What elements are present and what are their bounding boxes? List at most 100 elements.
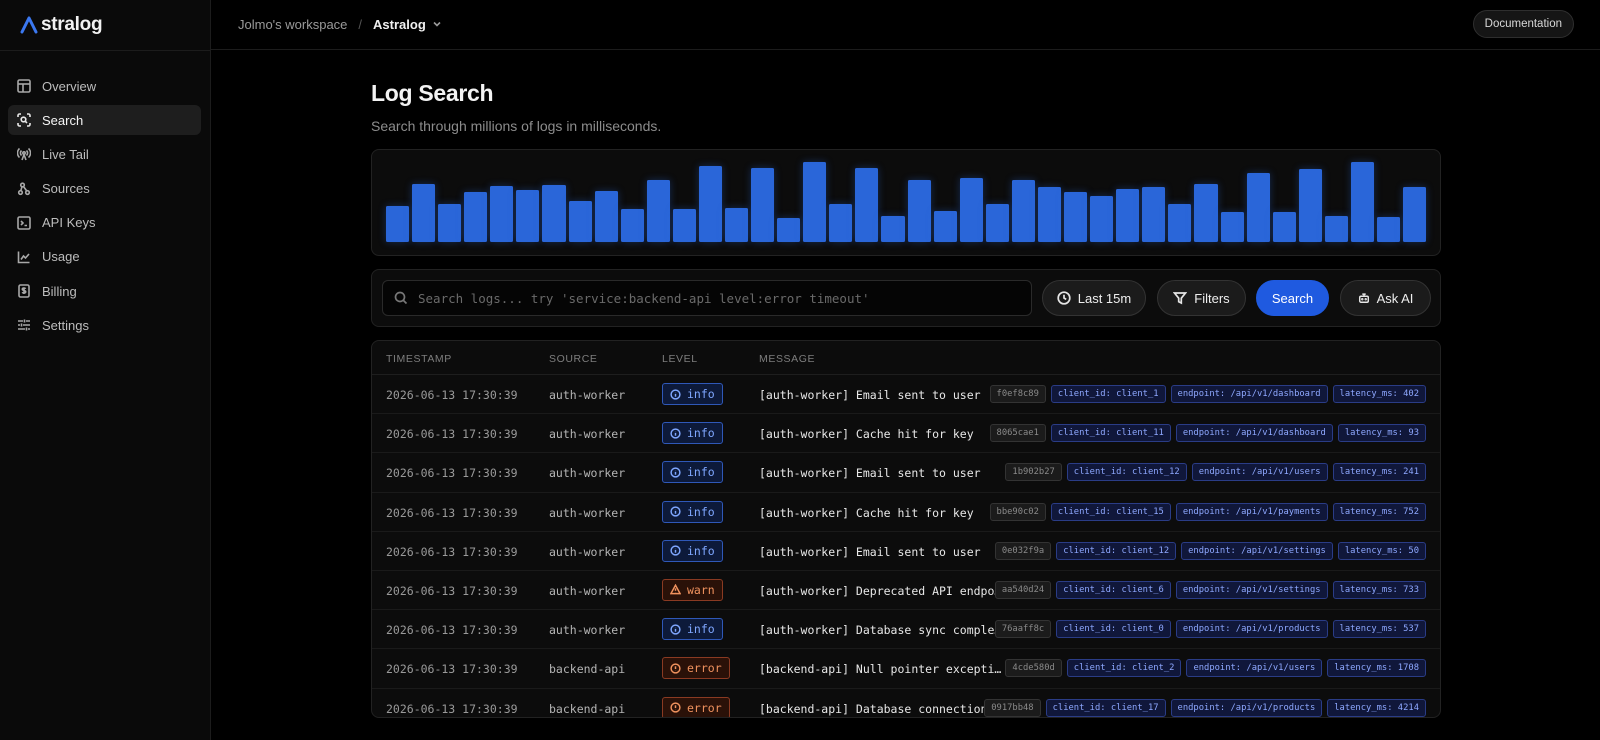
breadcrumb-workspace[interactable]: Jolmo's workspace [238,16,348,32]
column-header-level[interactable]: LEVEL [662,353,698,365]
sidebar-item-search[interactable]: Search [8,105,201,136]
sidebar-item-usage[interactable]: Usage [8,242,201,272]
trace-id-tag[interactable]: 8065cae1 [989,424,1046,443]
client-id-tag[interactable]: client_id: client_12 [1056,541,1177,560]
histogram-bar[interactable] [438,203,462,242]
ask-ai-button[interactable]: Ask AI [1340,280,1431,316]
latency-tag[interactable]: latency_ms: 50 [1337,541,1426,560]
latency-tag[interactable]: latency_ms: 241 [1332,463,1426,482]
histogram-bar[interactable] [829,204,853,242]
trace-id-tag[interactable]: 4cde580d [1005,659,1062,678]
client-id-tag[interactable]: client_id: client_0 [1056,620,1171,639]
trace-id-tag[interactable]: 76aaff8c [994,620,1052,639]
histogram-bar[interactable] [1220,211,1244,242]
client-id-tag[interactable]: client_id: client_6 [1056,580,1171,599]
sidebar-item-live-tail[interactable]: Live Tail [8,139,201,169]
histogram-bar[interactable] [1142,186,1166,242]
client-id-tag[interactable]: client_id: client_2 [1066,659,1182,678]
table-row[interactable]: 2026-06-13 17:30:39 backend-api error [back… [372,689,1440,717]
sidebar-item-api-keys[interactable]: API Keys [8,208,201,238]
table-row[interactable]: 2026-06-13 17:30:39 auth-worker info [auth-… [372,414,1440,454]
histogram-bar[interactable] [516,190,540,242]
histogram-bar[interactable] [1116,189,1140,242]
endpoint-tag[interactable]: endpoint: /api/v1/products [1170,698,1323,717]
histogram-bar[interactable] [1064,192,1088,242]
endpoint-tag[interactable]: endpoint: /api/v1/payments [1175,502,1328,521]
client-id-tag[interactable]: client_id: client_11 [1050,424,1171,443]
histogram-bar[interactable] [490,186,514,242]
trace-id-tag[interactable]: 0917bb48 [984,698,1041,717]
histogram-bar[interactable] [933,210,957,242]
histogram-bar[interactable] [1011,179,1035,242]
histogram-bar[interactable] [1272,212,1296,242]
histogram-bar[interactable] [672,209,696,242]
histogram-bar[interactable] [1376,217,1401,242]
sidebar-item-settings[interactable]: Settings [8,310,201,340]
trace-id-tag[interactable]: aa540d24 [994,580,1052,599]
project-switcher[interactable]: Astralog [373,17,442,32]
filters-button[interactable]: Filters [1157,280,1246,316]
endpoint-tag[interactable]: endpoint: /api/v1/dashboard [1175,424,1333,443]
histogram-bar[interactable] [698,166,723,242]
latency-tag[interactable]: latency_ms: 752 [1332,502,1426,521]
histogram-bar[interactable] [751,168,775,242]
sidebar-item-sources[interactable]: Sources [8,174,201,204]
latency-tag[interactable]: latency_ms: 4214 [1327,698,1426,717]
table-row[interactable]: 2026-06-13 17:30:39 auth-worker info [auth-… [372,532,1440,571]
latency-tag[interactable]: latency_ms: 537 [1332,620,1426,639]
latency-tag[interactable]: latency_ms: 1708 [1327,659,1426,678]
trace-id-tag[interactable]: 1b902b27 [1005,463,1062,482]
histogram-bar[interactable] [985,204,1009,242]
trace-id-tag[interactable]: f0ef8c89 [989,385,1046,403]
histogram-bar[interactable] [386,206,410,242]
histogram-bar[interactable] [959,178,983,242]
histogram-bar[interactable] [1037,186,1062,242]
histogram-bar[interactable] [1090,196,1114,242]
search-button[interactable]: Search [1256,280,1329,316]
table-row[interactable]: 2026-06-13 17:30:39 auth-worker info [auth-… [372,493,1440,532]
documentation-button[interactable]: Documentation [1472,10,1574,38]
client-id-tag[interactable]: client_id: client_12 [1066,463,1187,482]
table-row[interactable]: 2026-06-13 17:30:39 auth-worker info [auth-… [372,453,1440,493]
client-id-tag[interactable]: client_id: client_15 [1050,502,1171,521]
histogram-bar[interactable] [568,201,592,242]
sidebar-item-billing[interactable]: Billing [8,276,201,306]
histogram-bar[interactable] [412,183,436,242]
histogram-bar[interactable] [1194,183,1218,242]
table-row[interactable]: 2026-06-13 17:30:39 auth-worker info [auth-… [372,375,1440,415]
histogram-bar[interactable] [907,180,931,242]
histogram-bar[interactable] [594,190,618,242]
search-input[interactable] [418,290,1018,306]
column-header-timestamp[interactable]: TIMESTAMP [386,353,452,365]
histogram-bar[interactable] [1168,203,1192,242]
histogram-bar[interactable] [855,167,879,242]
histogram-bar[interactable] [620,209,644,242]
endpoint-tag[interactable]: endpoint: /api/v1/dashboard [1170,385,1328,403]
histogram-bar[interactable] [1403,186,1427,242]
client-id-tag[interactable]: client_id: client_1 [1050,385,1166,403]
latency-tag[interactable]: latency_ms: 93 [1337,424,1426,443]
histogram-bar[interactable] [777,218,801,242]
histogram-bar[interactable] [1350,162,1374,242]
brand-logo[interactable]: stralog [20,14,103,36]
client-id-tag[interactable]: client_id: client_17 [1045,698,1166,717]
histogram-bar[interactable] [725,207,749,242]
sidebar-item-overview[interactable]: Overview [8,71,201,101]
time-range-button[interactable]: Last 15m [1042,280,1146,316]
column-header-source[interactable]: SOURCE [549,353,598,365]
table-row[interactable]: 2026-06-13 17:30:39 auth-worker info [auth-… [372,610,1440,650]
latency-tag[interactable]: latency_ms: 402 [1332,385,1426,403]
histogram-bar[interactable] [464,192,488,242]
endpoint-tag[interactable]: endpoint: /api/v1/users [1186,659,1323,678]
endpoint-tag[interactable]: endpoint: /api/v1/settings [1175,580,1328,599]
trace-id-tag[interactable]: 0e032f9a [994,541,1052,560]
table-row[interactable]: 2026-06-13 17:30:39 backend-api error [back… [372,649,1440,689]
latency-tag[interactable]: latency_ms: 733 [1332,580,1426,599]
trace-id-tag[interactable]: bbe90c02 [989,502,1046,521]
histogram-bar[interactable] [542,185,566,242]
table-row[interactable]: 2026-06-13 17:30:39 auth-worker warn [auth-… [372,571,1440,611]
histogram-bar[interactable] [881,216,905,242]
endpoint-tag[interactable]: endpoint: /api/v1/users [1191,463,1328,482]
histogram-bar[interactable] [646,179,670,242]
column-header-message[interactable]: MESSAGE [759,353,816,365]
